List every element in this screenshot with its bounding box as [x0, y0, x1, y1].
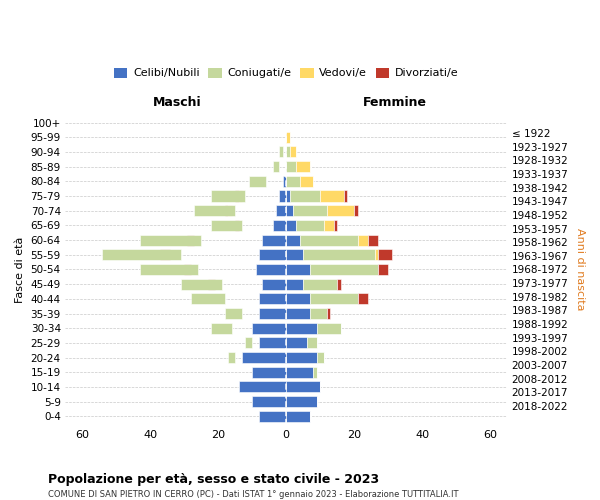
Bar: [286, 294, 310, 304]
Bar: [184, 264, 191, 275]
Bar: [235, 190, 239, 202]
Bar: [194, 205, 235, 216]
Bar: [211, 190, 245, 202]
Bar: [252, 396, 286, 407]
Bar: [303, 249, 374, 260]
Bar: [208, 278, 215, 289]
Bar: [354, 205, 358, 216]
Bar: [323, 220, 334, 231]
Bar: [286, 234, 300, 246]
Text: Popolazione per età, sesso e stato civile - 2023: Popolazione per età, sesso e stato civil…: [48, 472, 379, 486]
Bar: [368, 234, 378, 246]
Bar: [286, 411, 310, 422]
Bar: [259, 308, 286, 319]
Bar: [272, 161, 280, 172]
Bar: [378, 249, 392, 260]
Bar: [191, 294, 225, 304]
Bar: [259, 294, 286, 304]
Bar: [310, 294, 358, 304]
Bar: [374, 249, 378, 260]
Bar: [280, 146, 283, 158]
Bar: [358, 234, 368, 246]
Bar: [300, 234, 358, 246]
Bar: [235, 220, 239, 231]
Bar: [252, 322, 286, 334]
Bar: [307, 338, 317, 348]
Bar: [286, 308, 310, 319]
Bar: [259, 249, 286, 260]
Bar: [320, 190, 344, 202]
Bar: [229, 352, 235, 363]
Bar: [225, 308, 242, 319]
Bar: [225, 205, 229, 216]
Bar: [286, 146, 290, 158]
Bar: [140, 234, 201, 246]
Bar: [103, 249, 181, 260]
Bar: [317, 352, 323, 363]
Bar: [262, 234, 286, 246]
Bar: [303, 278, 337, 289]
Bar: [249, 176, 266, 187]
Bar: [239, 190, 242, 202]
Bar: [256, 264, 286, 275]
Bar: [160, 249, 170, 260]
Y-axis label: Anni di nascita: Anni di nascita: [575, 228, 585, 310]
Bar: [211, 220, 242, 231]
Bar: [286, 249, 303, 260]
Bar: [262, 278, 286, 289]
Bar: [296, 220, 323, 231]
Bar: [300, 176, 313, 187]
Y-axis label: Fasce di età: Fasce di età: [15, 236, 25, 302]
Bar: [276, 205, 286, 216]
Bar: [344, 190, 347, 202]
Bar: [313, 367, 317, 378]
Bar: [358, 294, 368, 304]
Text: COMUNE DI SAN PIETRO IN CERRO (PC) - Dati ISTAT 1° gennaio 2023 - Elaborazione T: COMUNE DI SAN PIETRO IN CERRO (PC) - Dat…: [48, 490, 458, 499]
Bar: [293, 205, 327, 216]
Bar: [229, 205, 232, 216]
Bar: [327, 308, 331, 319]
Bar: [187, 234, 194, 246]
Bar: [286, 132, 290, 143]
Bar: [290, 146, 296, 158]
Bar: [286, 396, 317, 407]
Bar: [310, 308, 327, 319]
Bar: [378, 264, 388, 275]
Bar: [286, 322, 317, 334]
Bar: [181, 278, 221, 289]
Bar: [280, 190, 286, 202]
Bar: [286, 161, 296, 172]
Bar: [334, 220, 337, 231]
Bar: [337, 278, 341, 289]
Bar: [286, 264, 310, 275]
Bar: [286, 220, 296, 231]
Bar: [317, 322, 341, 334]
Bar: [286, 205, 293, 216]
Bar: [140, 264, 198, 275]
Bar: [286, 382, 320, 392]
Legend: Celibi/Nubili, Coniugati/e, Vedovi/e, Divorziati/e: Celibi/Nubili, Coniugati/e, Vedovi/e, Di…: [110, 63, 463, 83]
Bar: [286, 176, 300, 187]
Bar: [259, 411, 286, 422]
Bar: [259, 338, 286, 348]
Bar: [283, 176, 286, 187]
Bar: [286, 190, 290, 202]
Bar: [286, 338, 307, 348]
Bar: [296, 161, 310, 172]
Bar: [252, 367, 286, 378]
Bar: [245, 338, 252, 348]
Bar: [239, 382, 286, 392]
Bar: [286, 367, 313, 378]
Bar: [327, 205, 354, 216]
Bar: [286, 352, 317, 363]
Bar: [272, 220, 286, 231]
Bar: [310, 264, 378, 275]
Bar: [242, 352, 286, 363]
Text: Maschi: Maschi: [153, 96, 202, 110]
Text: Femmine: Femmine: [363, 96, 427, 110]
Bar: [211, 322, 232, 334]
Bar: [290, 190, 320, 202]
Bar: [286, 278, 303, 289]
